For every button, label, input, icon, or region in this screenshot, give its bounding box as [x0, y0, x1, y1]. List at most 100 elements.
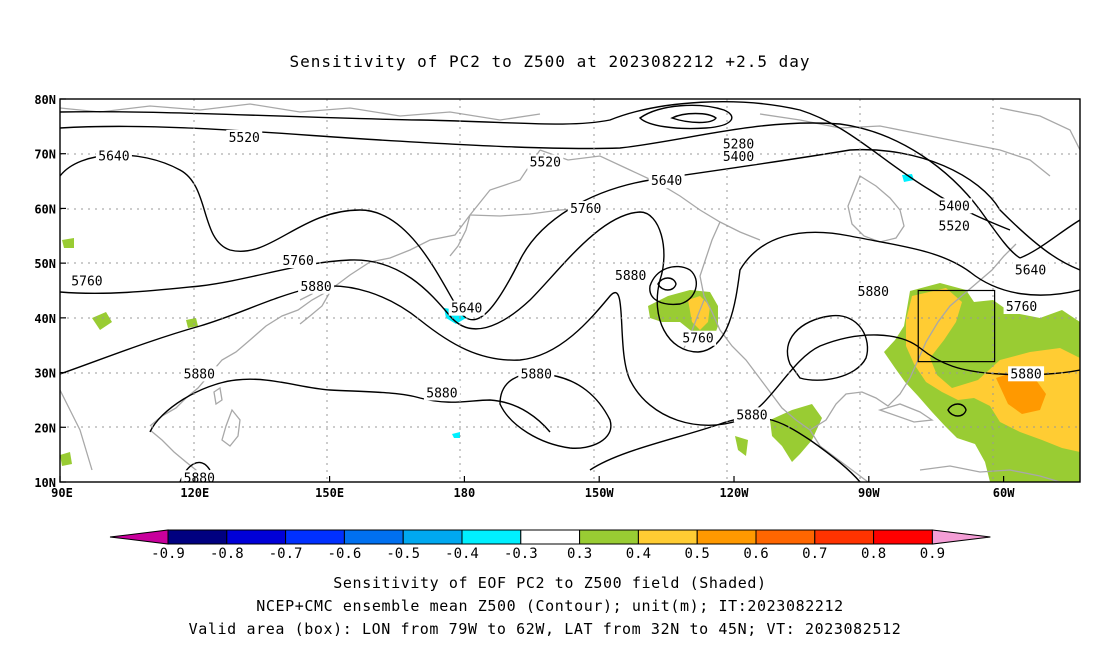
lat-tick-label: 40N [34, 312, 56, 326]
lon-tick-label: 120E [180, 486, 209, 500]
contour-label: 5640 [98, 150, 129, 165]
contour-label-bg [448, 300, 485, 316]
shade-positive-0p3-westedge [62, 238, 74, 248]
colorbar-swatch [226, 529, 287, 545]
lat-tick-label: 20N [34, 421, 56, 435]
contour-label-bg [733, 407, 770, 423]
contour-label-bg [226, 129, 263, 145]
lat-tick-label: 30N [34, 367, 56, 381]
lon-tick-label: 150E [315, 486, 344, 500]
contour-label-bg [680, 330, 717, 346]
coast-arctic-siberia [60, 103, 541, 121]
colorbar-tick-label: 0.4 [626, 546, 651, 562]
contour-label-bg [298, 278, 335, 294]
coast-gulf-mexico [809, 377, 911, 431]
coast-north-america-west [699, 221, 811, 431]
colorbar-swatch [814, 529, 875, 545]
contour-label: 5880 [300, 280, 331, 295]
shade-positive-0p3-gulf [60, 452, 72, 466]
colorbar-tick-label: 0.8 [861, 546, 886, 562]
contour-5880-west-pacific [149, 378, 551, 433]
contour-label-bg [68, 273, 105, 289]
colorbar-right-arrow [931, 529, 991, 545]
contour-label-bg [855, 284, 892, 300]
colorbar-left-arrow [109, 529, 169, 545]
contour-label: 5880 [1010, 367, 1041, 382]
contour-label: 5520 [229, 131, 260, 146]
contour-label: 5880 [858, 285, 889, 300]
contour-5640 [60, 148, 1080, 321]
contour-5280-inner [670, 112, 717, 124]
colorbar-tick-label: -0.7 [269, 546, 303, 562]
colorbar-swatch [285, 529, 345, 545]
colorbar-tick-label: -0.8 [210, 546, 244, 562]
colorbar-tick-label: 0.5 [685, 546, 710, 562]
contour-label: 5760 [1006, 300, 1037, 315]
colorbar-tick-label: 0.7 [802, 546, 827, 562]
contour-label: 5880 [521, 367, 552, 382]
contour-label: 5880 [426, 386, 457, 401]
lon-tick-label: 90E [51, 486, 73, 500]
contour-label: 5880 [184, 367, 215, 382]
coast-east-asia [149, 149, 541, 427]
contour-label-bg [527, 154, 564, 170]
shade-positive-0p3-mexico [735, 436, 748, 456]
contour-5760-closed-low [649, 265, 698, 306]
lat-tick-label: 70N [34, 148, 56, 162]
contour-label-bg [936, 218, 973, 234]
contour-label-bg [280, 253, 317, 269]
contour-label: 5880 [736, 408, 767, 423]
coast-kamchatka [449, 214, 471, 257]
shade-positive-0p5-atlantic [996, 372, 1046, 414]
caption-line-3: Valid area (box): LON from 79W to 62W, L… [189, 620, 902, 638]
contour-label-bg [181, 366, 218, 382]
colorbar: -0.9 -0.8 -0.7 -0.6 -0.5 -0.4 -0.3 0.3 0.4 0.5 0.6… [109, 529, 991, 562]
contour-label: 5760 [282, 254, 313, 269]
coast-alaska [539, 149, 761, 241]
shade-negative-0p4-canada [902, 174, 914, 182]
contour-label: 5760 [71, 274, 102, 289]
lat-tick-label: 10N [34, 476, 56, 490]
contour-label-bg [1003, 299, 1040, 315]
contour-label-bg [423, 385, 460, 401]
contour-label: 5400 [939, 199, 970, 214]
contour-5880-main [60, 285, 1080, 426]
lon-tick-label: 90W [858, 486, 880, 500]
contour-label-bg [1012, 262, 1049, 278]
contour-5760-inner-low [657, 277, 677, 291]
contour-label: 5880 [184, 471, 215, 486]
contour-5880-small-low [947, 403, 967, 417]
colorbar-tick-label: 0.9 [920, 546, 945, 562]
colorbar-swatch [402, 529, 463, 545]
contour-label: 5640 [451, 302, 482, 317]
coast-central-america [809, 429, 869, 482]
contour-label-bg [567, 201, 604, 217]
longitude-axis: 90E 120E 150E 180 150W 120W 90W 60W [51, 476, 1015, 500]
colorbar-tick-label: 0.3 [567, 546, 592, 562]
contour-5400 [60, 101, 1011, 231]
shade-positive-0p3-caribbean [770, 404, 822, 462]
contour-5520-tail [1019, 219, 1080, 259]
contour-label-bg [720, 149, 757, 165]
shade-positive-0p4-atlantic [906, 288, 1080, 452]
contour-label-bg [612, 267, 649, 283]
chart-title: Sensitivity of PC2 to Z500 at 2023082212… [289, 52, 810, 71]
colorbar-tick-label: -0.4 [445, 546, 479, 562]
contour-label-bg [648, 173, 685, 189]
contour-label-bg [1008, 366, 1045, 382]
sensitivity-shading [60, 174, 1080, 482]
contour-label: 5400 [723, 150, 754, 165]
lon-tick-label: 120W [720, 486, 750, 500]
contour-5280 [638, 104, 733, 130]
colorbar-swatch [167, 529, 228, 545]
colorbar-tick-label: -0.5 [386, 546, 420, 562]
colorbar-swatch [343, 529, 404, 545]
coast-cuba [877, 403, 934, 423]
lon-tick-label: 60W [993, 486, 1015, 500]
coast-greenland [999, 107, 1080, 151]
contour-label: 5760 [570, 202, 601, 217]
shade-positive-0p3-china [186, 318, 198, 328]
lat-tick-label: 50N [34, 257, 56, 271]
colorbar-swatch [520, 529, 581, 545]
